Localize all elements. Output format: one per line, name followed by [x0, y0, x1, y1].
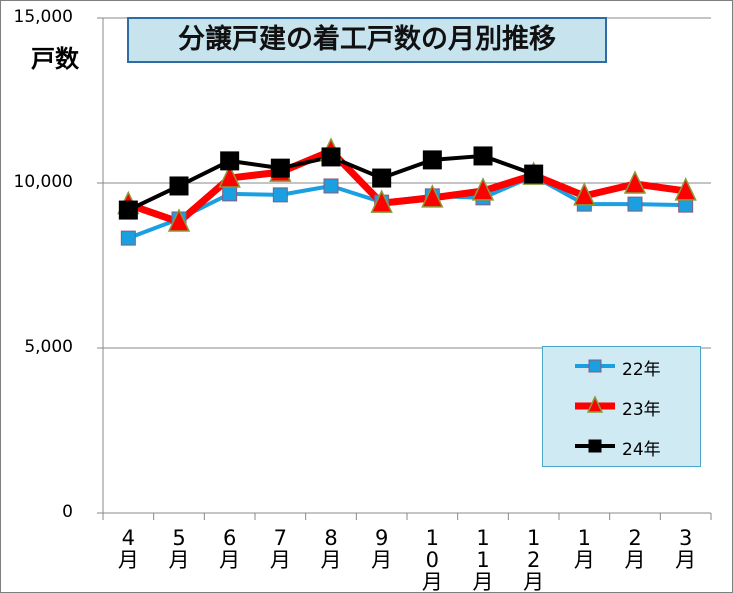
data-point-24年 [473, 146, 493, 166]
data-point-23年 [623, 170, 647, 194]
data-point-23年 [370, 189, 393, 213]
data-point-23年 [218, 164, 241, 188]
data-point-23年 [421, 184, 444, 208]
data-point-22年 [323, 178, 339, 194]
series-line-22年 [127, 174, 686, 240]
series-line-23年 [127, 147, 687, 226]
data-point-22年 [588, 359, 602, 373]
y-axis-label: 戸数 [31, 45, 79, 73]
data-point-24年 [220, 151, 240, 171]
y-tick-label: 10,000 [13, 172, 73, 192]
data-point-23年 [674, 177, 697, 201]
data-point-23年 [167, 208, 191, 232]
legend-label-23: 23年 [622, 400, 661, 420]
y-tick-label: 0 [62, 502, 73, 522]
data-point-24年 [372, 168, 392, 188]
data-point-24年 [524, 164, 544, 184]
data-point-22年 [272, 187, 288, 203]
data-point-23年 [586, 395, 604, 413]
data-point-22年 [222, 186, 238, 202]
data-point-24年 [270, 158, 290, 178]
chart-title: 分譲戸建の着工戸数の月別推移 [127, 17, 607, 63]
y-tick-label: 15,000 [13, 7, 73, 27]
data-point-24年 [422, 150, 442, 170]
data-point-22年 [627, 196, 643, 212]
legend: 22年 23年 24年 [542, 346, 701, 467]
data-point-24年 [588, 439, 602, 453]
legend-label-24: 24年 [622, 440, 661, 460]
y-tick-label: 5,000 [24, 337, 73, 357]
data-point-23年 [471, 177, 495, 201]
data-point-22年 [120, 230, 136, 246]
data-point-23年 [573, 182, 596, 206]
data-point-24年 [321, 147, 341, 167]
legend-label-22: 22年 [622, 360, 661, 380]
data-point-24年 [169, 176, 189, 196]
data-point-24年 [118, 200, 138, 220]
